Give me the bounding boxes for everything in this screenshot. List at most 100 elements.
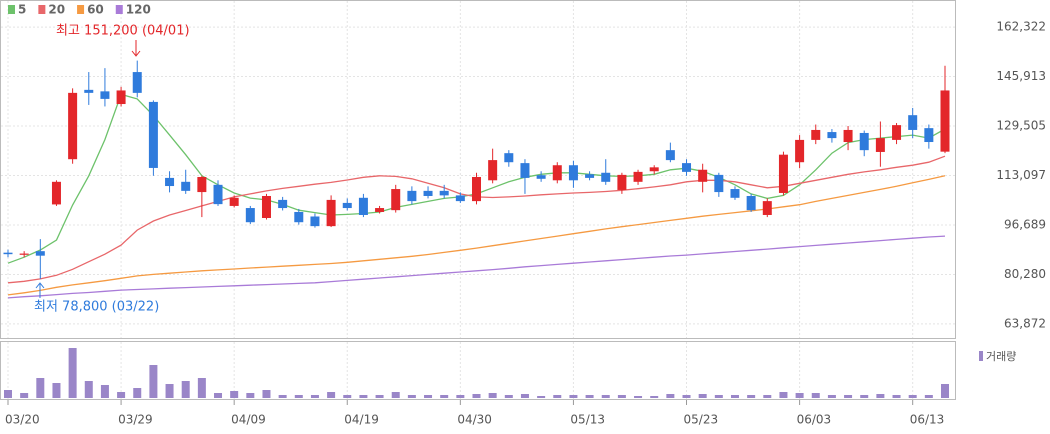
volume-bar xyxy=(149,365,158,398)
volume-bar xyxy=(763,395,772,398)
volume-bar xyxy=(844,395,853,398)
candle-body xyxy=(439,190,449,196)
volume-bar xyxy=(617,395,626,398)
candle-body xyxy=(488,160,498,181)
volume-bar xyxy=(165,384,174,398)
y-tick-label: 63,872 xyxy=(1004,316,1046,330)
candle-body xyxy=(407,190,417,202)
candle-body xyxy=(682,163,692,172)
volume-bar xyxy=(181,381,190,398)
candle-body xyxy=(504,153,514,163)
legend-label: 5 xyxy=(18,3,26,17)
candle-body xyxy=(84,89,94,93)
x-tick-label: 03/20 xyxy=(5,413,40,427)
candle-body xyxy=(294,211,304,223)
volume-bar xyxy=(133,388,142,398)
volume-bar xyxy=(698,394,707,398)
volume-bar xyxy=(650,396,659,398)
candle-body xyxy=(181,181,191,191)
candle-body xyxy=(649,167,659,172)
volume-bar xyxy=(68,348,77,398)
candle-body xyxy=(326,199,336,227)
candle-body xyxy=(698,169,708,182)
volume-bar xyxy=(569,395,578,398)
candle-body xyxy=(35,251,45,256)
volume-bar xyxy=(924,395,933,398)
price-panel xyxy=(0,0,956,339)
candle-body xyxy=(568,165,578,181)
volume-bar xyxy=(779,392,788,398)
volume-legend: 거래량 xyxy=(986,350,1016,363)
volume-bar xyxy=(504,395,513,398)
volume-bar xyxy=(294,395,303,398)
volume-bar xyxy=(20,393,29,398)
volume-bar xyxy=(424,395,433,398)
volume-bar xyxy=(310,395,319,398)
volume-bar xyxy=(601,395,610,398)
candle-body xyxy=(827,132,837,139)
volume-bar xyxy=(537,396,546,398)
low-annotation: 최저 78,800 (03/22) xyxy=(34,300,159,315)
y-tick-label: 162,322 xyxy=(996,20,1046,34)
volume-bar xyxy=(327,392,336,398)
candle-body xyxy=(940,90,950,152)
volume-bar xyxy=(197,378,206,398)
x-tick-label: 05/23 xyxy=(684,413,719,427)
volume-bar xyxy=(359,395,368,398)
legend-swatch xyxy=(115,5,123,14)
candle-body xyxy=(261,195,271,218)
candle-body xyxy=(423,190,433,196)
candle-body xyxy=(310,216,320,227)
candle-body xyxy=(908,115,918,130)
volume-bar xyxy=(908,395,917,398)
candle-body xyxy=(714,174,724,193)
y-tick-label: 145,913 xyxy=(996,69,1046,83)
y-tick-label: 113,097 xyxy=(996,168,1046,182)
volume-bar xyxy=(84,381,93,398)
volume-bar xyxy=(634,396,643,398)
ma-line xyxy=(7,235,946,299)
candle-body xyxy=(197,176,207,193)
volume-bar xyxy=(941,384,949,398)
volume-bar xyxy=(714,395,723,398)
candle-body xyxy=(746,195,756,211)
x-tick-label: 06/03 xyxy=(797,413,832,427)
plot xyxy=(1,1,955,405)
volume-bar xyxy=(456,395,465,398)
volume-bar xyxy=(795,393,804,398)
candle-body xyxy=(278,199,288,209)
volume-bar xyxy=(4,390,12,398)
candle-body xyxy=(875,138,885,152)
candle-body xyxy=(3,252,13,255)
legend-label: 120 xyxy=(126,3,151,17)
volume-bar xyxy=(117,392,126,398)
candle-body xyxy=(148,101,158,168)
ma-line xyxy=(7,175,946,296)
candle-body xyxy=(552,165,562,181)
volume-bar xyxy=(391,392,400,398)
volume-bar xyxy=(440,395,449,398)
candle-body xyxy=(165,177,175,187)
candle-body xyxy=(213,184,223,205)
high-annotation: 최고 151,200 (04/01) xyxy=(56,24,190,39)
volume-bar xyxy=(407,395,416,398)
candle-body xyxy=(665,150,675,161)
candle-body xyxy=(100,91,110,99)
candle-body xyxy=(843,129,853,143)
volume-legend-swatch xyxy=(979,351,983,361)
volume-bar xyxy=(246,393,255,398)
legend-swatch xyxy=(38,5,46,14)
candle-body xyxy=(762,201,772,215)
volume-bar xyxy=(36,378,45,398)
candle-body xyxy=(585,174,595,178)
candle-body xyxy=(633,171,643,182)
volume-bar xyxy=(214,393,223,398)
x-tick-label: 05/13 xyxy=(570,413,605,427)
volume-bar xyxy=(747,395,756,398)
candle-body xyxy=(229,197,239,206)
legend-swatch xyxy=(8,5,15,14)
candle-body xyxy=(892,125,902,140)
candle-body xyxy=(391,189,401,211)
legend-label: 60 xyxy=(87,3,104,17)
volume-bar xyxy=(52,383,61,398)
